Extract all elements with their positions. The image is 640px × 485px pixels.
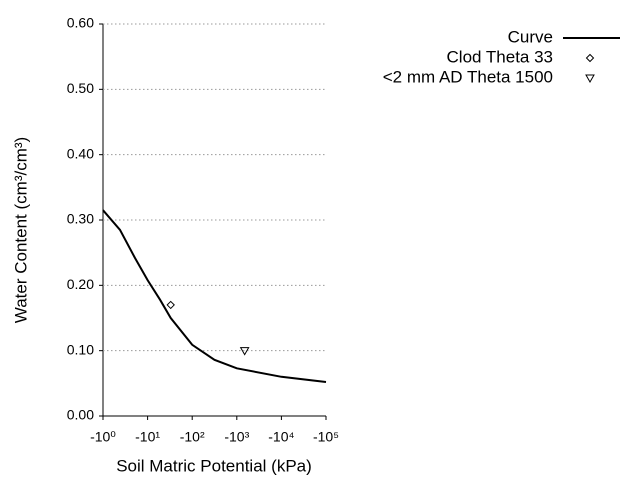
legend-label: Curve bbox=[508, 27, 553, 46]
point bbox=[239, 347, 250, 356]
y-tick-label: 0.10 bbox=[67, 341, 94, 357]
x-tick-label: -10⁰ bbox=[90, 429, 116, 445]
curve bbox=[102, 209, 327, 384]
legend-label: <2 mm AD Theta 1500 bbox=[383, 67, 553, 86]
legend-marker bbox=[585, 53, 595, 63]
y-tick-label: 0.00 bbox=[67, 407, 94, 423]
x-tick-label: -10⁴ bbox=[268, 429, 294, 445]
y-tick-label: 0.40 bbox=[67, 145, 94, 161]
x-axis-label: Soil Matric Potential (kPa) bbox=[116, 456, 312, 475]
y-tick-label: 0.20 bbox=[67, 276, 94, 292]
x-tick-label: -10³ bbox=[224, 429, 249, 445]
y-tick-label: 0.60 bbox=[67, 15, 94, 31]
x-tick-label: -10² bbox=[180, 429, 205, 445]
legend-label: Clod Theta 33 bbox=[447, 47, 553, 66]
y-axis-label: Water Content (cm³/cm³) bbox=[11, 137, 30, 323]
y-tick-label: 0.50 bbox=[67, 80, 94, 96]
point bbox=[166, 300, 175, 310]
x-tick-label: -10⁵ bbox=[313, 429, 339, 445]
legend-marker bbox=[585, 74, 595, 84]
x-tick-label: -10¹ bbox=[135, 429, 160, 445]
y-tick-label: 0.30 bbox=[67, 211, 94, 227]
